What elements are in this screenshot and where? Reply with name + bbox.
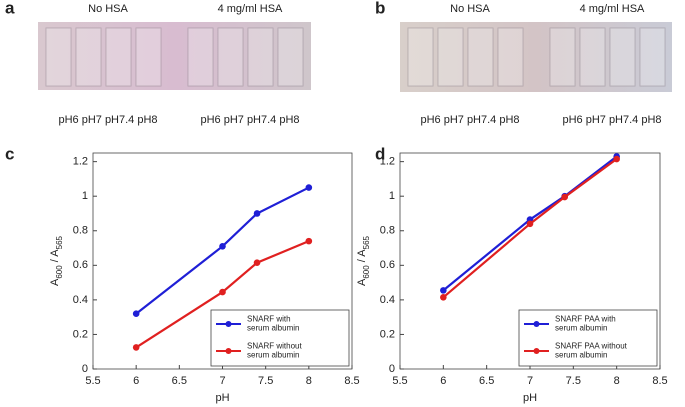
y-tick-label: 0.4 — [380, 294, 395, 306]
x-tick-label: 5.5 — [85, 375, 100, 387]
y-axis-label-part: 565 — [362, 235, 371, 249]
x-tick-label: 8.5 — [652, 375, 667, 387]
x-tick-label: 7.5 — [566, 375, 581, 387]
photo-label: 4 mg/ml HSA — [580, 3, 645, 15]
y-axis-label-part: A — [49, 278, 61, 286]
legend-label: SNARF with serum albumin — [247, 315, 299, 333]
cuvette — [45, 27, 72, 87]
data-point — [219, 288, 226, 296]
x-axis-label: pH — [215, 392, 229, 404]
data-point — [440, 293, 447, 301]
series-line — [135, 186, 310, 315]
legend-label: SNARF PAA with serum albumin — [555, 315, 616, 333]
data-point — [219, 243, 226, 250]
photo — [400, 22, 672, 92]
legend-label: SNARF PAA without serum albumin — [555, 342, 628, 360]
cuvette — [579, 27, 606, 87]
data-point — [132, 310, 140, 318]
y-axis-label-part: 565 — [55, 235, 64, 249]
series-line — [442, 155, 618, 292]
x-tick-label: 8.5 — [344, 375, 359, 387]
y-tick-label: 0.2 — [380, 328, 395, 340]
legend-box — [210, 309, 350, 367]
x-tick-label: 8 — [614, 375, 620, 387]
legend-marker — [533, 321, 540, 327]
legend-marker — [225, 348, 232, 354]
y-axis-label-part: / A — [356, 249, 368, 266]
x-tick-label: 7 — [219, 375, 225, 387]
cuvette — [549, 27, 576, 87]
cuvette — [135, 27, 162, 87]
y-axis-label: A600 / A565 — [49, 235, 64, 286]
legend-marker — [533, 348, 540, 354]
cuvette — [609, 27, 636, 87]
x-tick-label: 6.5 — [172, 375, 187, 387]
photo-caption: pH6 pH7 pH7.4 pH8 — [420, 114, 519, 126]
cuvette — [187, 27, 214, 87]
x-axis-label: pH — [523, 392, 537, 404]
y-tick-label: 1 — [82, 190, 88, 202]
panel-letter: a — [5, 0, 15, 17]
y-tick-label: 0 — [82, 363, 88, 375]
data-point — [253, 210, 261, 217]
photo-label: 4 mg/ml HSA — [218, 3, 283, 15]
data-point — [561, 193, 568, 201]
photo-label: No HSA — [88, 3, 128, 15]
legend-box — [518, 309, 658, 367]
y-tick-label: 0.6 — [73, 259, 88, 271]
data-point — [305, 237, 313, 245]
y-axis-label: A600 / A565 — [356, 235, 371, 286]
y-axis-label-part: / A — [49, 249, 61, 266]
data-point — [253, 259, 261, 267]
data-point — [132, 344, 140, 351]
x-tick-label: 6 — [133, 375, 139, 387]
y-tick-label: 0.6 — [380, 259, 395, 271]
y-axis-label-part: 600 — [362, 265, 371, 279]
cuvette — [277, 27, 304, 87]
x-tick-label: 5.5 — [392, 375, 407, 387]
panel-letter: c — [5, 144, 14, 163]
y-tick-label: 0.2 — [73, 328, 88, 340]
data-point — [613, 155, 620, 163]
y-tick-label: 1.2 — [73, 156, 88, 168]
x-tick-label: 6 — [440, 375, 446, 387]
series-line — [135, 240, 310, 349]
cuvette — [639, 27, 666, 87]
cuvette — [497, 27, 524, 87]
x-tick-label: 8 — [306, 375, 312, 387]
cuvette — [467, 27, 494, 87]
data-point — [305, 184, 313, 191]
x-tick-label: 7.5 — [258, 375, 273, 387]
y-tick-label: 1 — [389, 190, 395, 202]
cuvette — [247, 27, 274, 87]
y-tick-label: 0.8 — [380, 225, 395, 237]
y-tick-label: 1.2 — [380, 156, 395, 168]
cuvette — [407, 27, 434, 87]
photo-caption: pH6 pH7 pH7.4 pH8 — [58, 114, 157, 126]
cuvette — [217, 27, 244, 87]
cuvette — [437, 27, 464, 87]
series-line — [442, 158, 618, 299]
photo-label: No HSA — [450, 3, 490, 15]
photo-caption: pH6 pH7 pH7.4 pH8 — [200, 114, 299, 126]
panel-letter: d — [375, 144, 385, 163]
y-tick-label: 0.4 — [73, 294, 88, 306]
data-point — [526, 220, 534, 228]
cuvette — [75, 27, 102, 87]
x-tick-label: 6.5 — [479, 375, 494, 387]
y-axis-label-part: 600 — [55, 265, 64, 279]
legend-label: SNARF without serum albumin — [247, 342, 302, 360]
cuvette — [105, 27, 132, 87]
legend-marker — [225, 321, 232, 327]
panel-letter: b — [375, 0, 385, 17]
photo — [38, 22, 311, 90]
data-point — [440, 287, 447, 294]
y-axis-label-part: A — [356, 278, 368, 286]
photo-caption: pH6 pH7 pH7.4 pH8 — [562, 114, 661, 126]
x-tick-label: 7 — [527, 375, 533, 387]
y-tick-label: 0 — [389, 363, 395, 375]
y-tick-label: 0.8 — [73, 225, 88, 237]
